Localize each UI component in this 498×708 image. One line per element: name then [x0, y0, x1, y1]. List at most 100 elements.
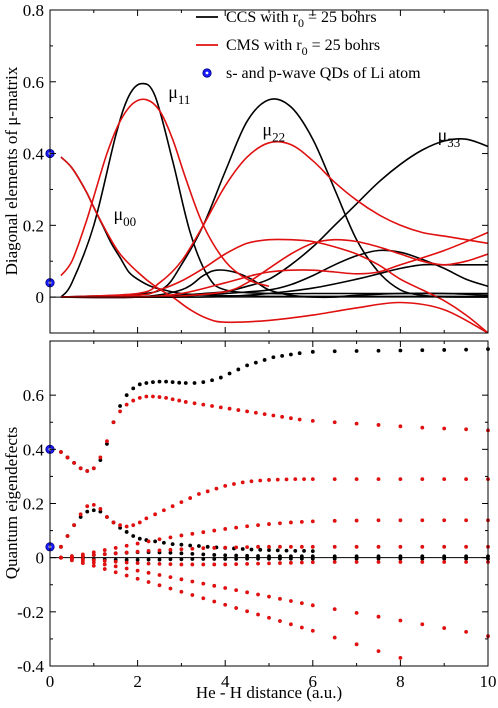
scatter-point	[332, 420, 337, 425]
scatter-point	[289, 556, 293, 561]
scatter-point	[464, 544, 468, 549]
x-tick-label: 0	[46, 672, 55, 691]
scatter-point	[124, 566, 129, 571]
scatter-point	[332, 518, 337, 523]
scatter-point	[170, 380, 175, 385]
scatter-point	[65, 534, 70, 538]
scatter-point	[442, 477, 447, 482]
scatter-point	[398, 348, 403, 353]
scatter-point	[223, 586, 228, 590]
scatter-point	[151, 394, 155, 399]
scatter-point	[245, 524, 250, 529]
scatter-point	[179, 500, 184, 505]
scatter-point	[124, 557, 129, 562]
scatter-point	[332, 560, 337, 564]
scatter-point	[376, 477, 381, 482]
scatter-point	[146, 561, 151, 566]
top-y-tick-label: 0.6	[23, 73, 44, 92]
scatter-point	[267, 556, 271, 561]
scatter-point	[376, 649, 381, 654]
scatter-point	[102, 552, 107, 557]
scatter-point	[464, 427, 468, 432]
annotation-mu-11: μ11	[168, 82, 190, 107]
scatter-point	[262, 358, 267, 362]
scatter-point	[332, 477, 337, 482]
scatter-point	[85, 469, 90, 473]
scatter-point	[234, 562, 239, 567]
scatter-point	[234, 557, 239, 561]
scatter-point	[157, 395, 162, 399]
scatter-point	[135, 561, 140, 565]
scatter-point	[289, 352, 293, 357]
scatter-point	[332, 607, 337, 612]
scatter-point	[234, 588, 239, 593]
scatter-point	[245, 363, 250, 368]
scatter-point	[442, 626, 447, 630]
scatter-point	[267, 544, 271, 549]
scatter-point	[420, 518, 425, 523]
top-y-axis-label: Diagonal elements of μ-matrix	[2, 66, 21, 275]
legend-label-tail: = 25 bohrs	[308, 37, 381, 54]
scatter-point	[245, 545, 250, 550]
scatter-point	[442, 560, 447, 564]
legend-label: s- and p-wave QDs of Li atom	[226, 65, 421, 82]
scatter-point	[271, 355, 276, 360]
scatter-point	[168, 557, 173, 562]
scatter-point	[464, 347, 468, 352]
scatter-point	[332, 349, 337, 354]
scatter-point	[256, 523, 260, 528]
scatter-point	[256, 592, 260, 597]
legend-label-sub: 0	[302, 44, 308, 58]
scatter-point	[91, 563, 96, 568]
scatter-point	[442, 544, 447, 549]
top-series-line-11	[60, 238, 488, 298]
scatter-point	[275, 477, 280, 482]
scatter-point	[179, 562, 184, 567]
scatter-point	[354, 556, 359, 561]
scatter-point	[157, 537, 162, 542]
scatter-point	[398, 477, 403, 482]
scatter-point	[310, 603, 315, 608]
scatter-point	[354, 544, 359, 549]
scatter-point	[190, 579, 195, 584]
legend-marker-center	[205, 71, 209, 75]
scatter-point	[354, 421, 359, 426]
bottom-plot-frame	[49, 340, 489, 667]
scatter-point	[256, 561, 260, 566]
scatter-point	[124, 560, 129, 565]
scatter-point	[420, 348, 425, 353]
scatter-point	[267, 561, 271, 566]
scatter-point	[398, 560, 403, 564]
scatter-point	[210, 404, 214, 408]
scatter-point	[192, 381, 197, 385]
scatter-point	[205, 489, 210, 494]
legend-label-text: s- and p-wave QDs of Li atom	[226, 65, 421, 82]
scatter-point	[65, 455, 70, 460]
scatter-point	[310, 418, 315, 423]
scatter-point	[80, 554, 85, 558]
scatter-point	[192, 401, 197, 406]
scatter-point	[267, 548, 271, 552]
top-series-line-0	[60, 82, 488, 298]
scatter-point	[146, 548, 151, 553]
scatter-point	[289, 622, 293, 627]
scatter-point	[223, 527, 228, 531]
scatter-point	[72, 523, 76, 528]
scatter-point	[201, 562, 206, 567]
scatter-point	[190, 562, 195, 567]
scatter-point	[245, 609, 250, 614]
scatter-point	[168, 562, 173, 567]
scatter-point	[289, 599, 293, 603]
scatter-point	[113, 564, 118, 569]
scatter-point	[245, 553, 250, 558]
scatter-point	[111, 420, 116, 425]
x-tick-label: 8	[396, 672, 405, 691]
scatter-point	[201, 552, 206, 557]
scatter-point	[164, 379, 168, 384]
scatter-point	[376, 556, 381, 561]
scatter-point	[245, 590, 250, 595]
scatter-point	[170, 504, 175, 509]
scatter-point	[179, 533, 184, 538]
